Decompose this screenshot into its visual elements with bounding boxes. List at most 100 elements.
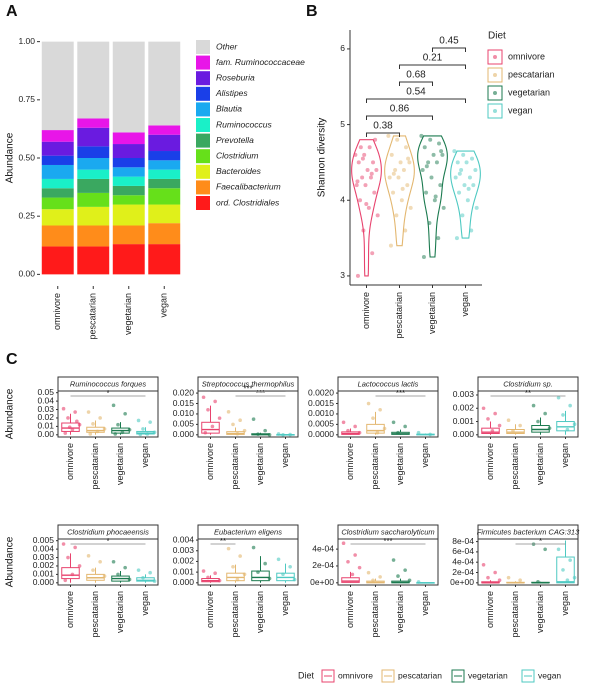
point xyxy=(98,416,102,420)
y-axis-title: Abundance xyxy=(5,132,16,183)
point xyxy=(457,190,462,195)
point xyxy=(389,152,394,157)
point xyxy=(386,133,391,138)
point xyxy=(531,403,536,408)
point xyxy=(226,546,231,551)
bar-segment xyxy=(148,244,181,275)
point xyxy=(375,213,380,218)
bar-segment xyxy=(112,167,145,177)
point xyxy=(565,578,570,583)
legend-swatch xyxy=(196,133,210,148)
point xyxy=(493,570,497,575)
point xyxy=(242,428,247,433)
bar-segment xyxy=(77,146,110,158)
point xyxy=(391,190,396,195)
point xyxy=(366,570,371,575)
legend-label: Faecalibacterium xyxy=(216,182,281,192)
point xyxy=(77,422,82,427)
y-tick-label: 4 xyxy=(340,195,345,205)
y-tick-label: 8e-04 xyxy=(452,536,474,546)
point xyxy=(358,198,363,203)
bar-segment xyxy=(112,158,145,168)
point xyxy=(420,167,425,172)
box xyxy=(61,422,80,432)
point xyxy=(346,428,350,433)
facet-title: Streptococcus thermophilus xyxy=(202,379,295,388)
point xyxy=(407,578,412,583)
point xyxy=(217,578,222,583)
legend-swatch xyxy=(196,55,210,70)
y-tick-label: 0.0000 xyxy=(308,429,334,439)
bar-segment xyxy=(77,246,110,275)
point xyxy=(404,145,409,150)
point xyxy=(111,559,116,564)
point xyxy=(61,406,66,411)
comparison-label: 0.86 xyxy=(390,104,410,115)
legend-key xyxy=(381,669,395,683)
point xyxy=(231,564,235,569)
comparison-bracket xyxy=(366,132,400,137)
point xyxy=(341,420,346,425)
point xyxy=(77,564,82,568)
point xyxy=(543,547,547,552)
bar-segment xyxy=(112,204,145,226)
panel-border xyxy=(197,538,299,586)
point xyxy=(141,575,145,580)
point xyxy=(127,427,132,432)
point xyxy=(357,430,362,435)
point xyxy=(568,403,572,408)
point xyxy=(393,167,398,172)
point xyxy=(438,183,443,188)
point xyxy=(422,145,427,150)
x-tick-label: pescatarian xyxy=(510,443,520,490)
point xyxy=(288,432,292,437)
facet-title: Lactococcus lactis xyxy=(358,379,419,388)
point xyxy=(403,228,408,233)
facet-title: Eubacterium eligens xyxy=(214,527,282,536)
x-tick-label: vegetarian xyxy=(115,443,125,485)
x-tick-label: omnivore xyxy=(485,443,495,480)
point xyxy=(353,553,357,557)
bar-segment xyxy=(41,188,74,198)
bar-segment xyxy=(77,127,110,147)
x-tick-label: pescatarian xyxy=(370,443,380,490)
panel-border xyxy=(57,538,159,586)
point xyxy=(441,205,446,210)
point xyxy=(391,420,396,425)
comparison-label: * xyxy=(106,537,109,546)
point xyxy=(464,160,469,165)
violin xyxy=(450,150,481,239)
y-tick-label: 0.002 xyxy=(173,556,195,566)
point xyxy=(452,149,457,154)
y-axis-title: Shannon diversity xyxy=(317,118,328,198)
comparison-label: *** xyxy=(396,389,405,398)
legend-label: fam. Ruminococcaceae xyxy=(216,57,305,67)
bar-segment xyxy=(112,244,145,275)
legend-key-dot xyxy=(493,73,497,77)
legend-key xyxy=(487,103,503,119)
point xyxy=(416,580,421,584)
point xyxy=(136,568,141,572)
y-tick-label: 0e+00 xyxy=(310,577,334,587)
legend-swatch xyxy=(196,180,210,195)
point xyxy=(231,422,235,427)
bar-segment xyxy=(112,225,145,245)
x-tick-label: vegetarian xyxy=(427,292,437,334)
box xyxy=(481,427,500,434)
y-tick-label: 0.0020 xyxy=(308,387,334,397)
legend-swatch xyxy=(196,164,210,179)
legend-title: Diet xyxy=(298,670,315,680)
point xyxy=(360,156,365,161)
comparison-label: ** xyxy=(525,389,531,398)
y-tick-label: 0.000 xyxy=(173,429,195,439)
point xyxy=(281,572,285,577)
y-tick-label: 0.020 xyxy=(173,387,195,397)
y-tick-label: 1.00 xyxy=(18,36,35,46)
facet-title: Clostridium saccharolyticum xyxy=(341,527,434,536)
x-tick-label: omnivore xyxy=(52,293,62,330)
point xyxy=(364,202,369,207)
point xyxy=(378,575,382,579)
point xyxy=(267,433,272,437)
y-tick-label: 0.02 xyxy=(37,412,54,422)
point xyxy=(201,569,206,573)
